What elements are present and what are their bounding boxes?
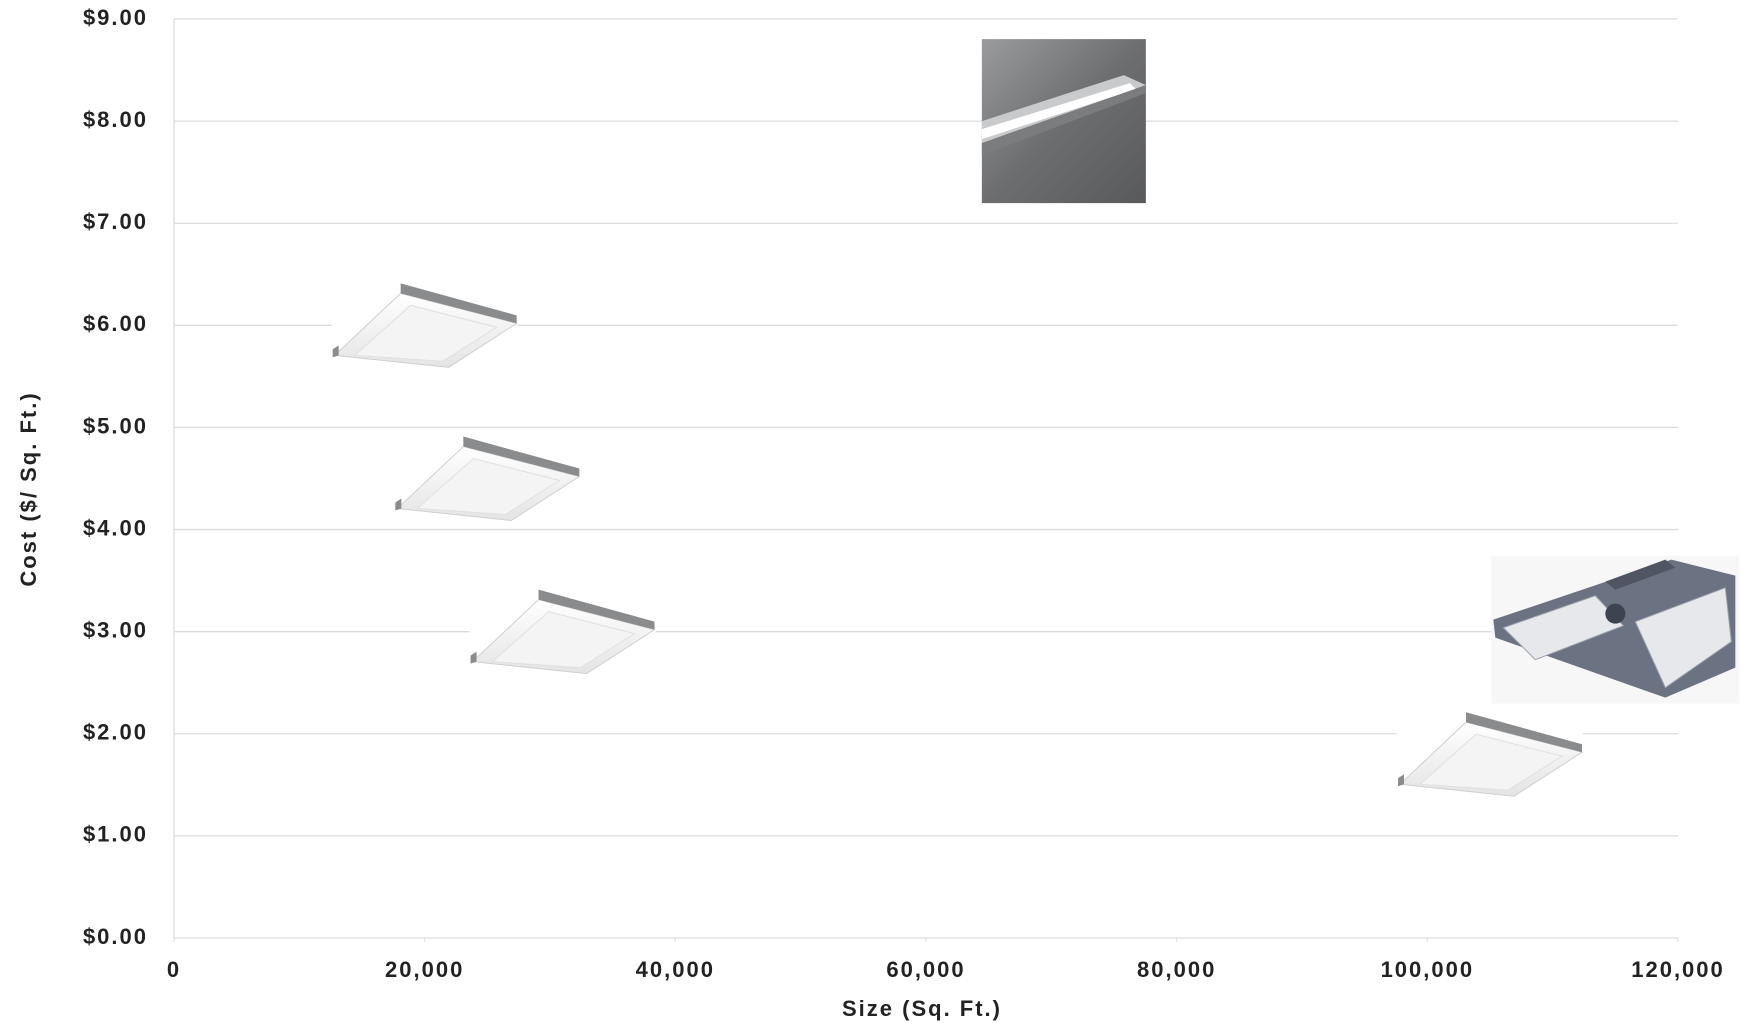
x-tick-label: 40,000 [636, 957, 715, 982]
y-axis-title: Cost ($/ Sq. Ft.) [16, 391, 41, 586]
x-tick-label: 0 [167, 957, 181, 982]
fixture-rail [1605, 559, 1676, 590]
x-tick-label: 120,000 [1631, 957, 1725, 982]
y-tick-label: $4.00 [83, 515, 148, 540]
x-tick-label: 80,000 [1137, 957, 1216, 982]
x-tick-label: 60,000 [886, 957, 965, 982]
fixture-frame [463, 436, 580, 477]
sensor [1605, 603, 1626, 624]
fixture-frame [400, 283, 517, 324]
y-tick-label: $6.00 [83, 311, 148, 336]
fixture-lens [1418, 733, 1564, 791]
x-axis-title: Size (Sq. Ft.) [842, 996, 1002, 1021]
y-tick-label: $5.00 [83, 413, 148, 438]
fixture-lens [353, 304, 498, 362]
led-panel [1634, 586, 1732, 689]
y-tick-label: $8.00 [83, 107, 148, 132]
fixture-frame [538, 589, 655, 630]
y-tick-label: $9.00 [83, 5, 148, 30]
data-point [394, 434, 581, 525]
y-tick-label: $3.00 [83, 617, 148, 642]
fixture-lamp [981, 83, 1136, 140]
y-tick-label: $1.00 [83, 822, 148, 847]
y-tick-label: $0.00 [83, 924, 148, 949]
data-point [1397, 710, 1584, 801]
led-panel [1502, 595, 1625, 661]
y-tick-label: $7.00 [83, 209, 148, 234]
data-point [469, 587, 656, 678]
fixture-shadow [981, 85, 1146, 156]
fixture-end [395, 498, 402, 511]
fixture-frame [1466, 712, 1582, 753]
fixture-end [332, 345, 339, 358]
x-tick-label: 100,000 [1381, 957, 1475, 982]
data-point [981, 39, 1146, 204]
fixture-end [470, 651, 477, 664]
x-tick-label: 20,000 [385, 957, 464, 982]
fixture-lens [416, 457, 561, 516]
data-point [331, 281, 518, 372]
fixture-lens [491, 611, 636, 669]
fixture-end [1398, 774, 1404, 787]
data-point [1491, 555, 1740, 704]
y-tick-label: $2.00 [83, 720, 148, 745]
